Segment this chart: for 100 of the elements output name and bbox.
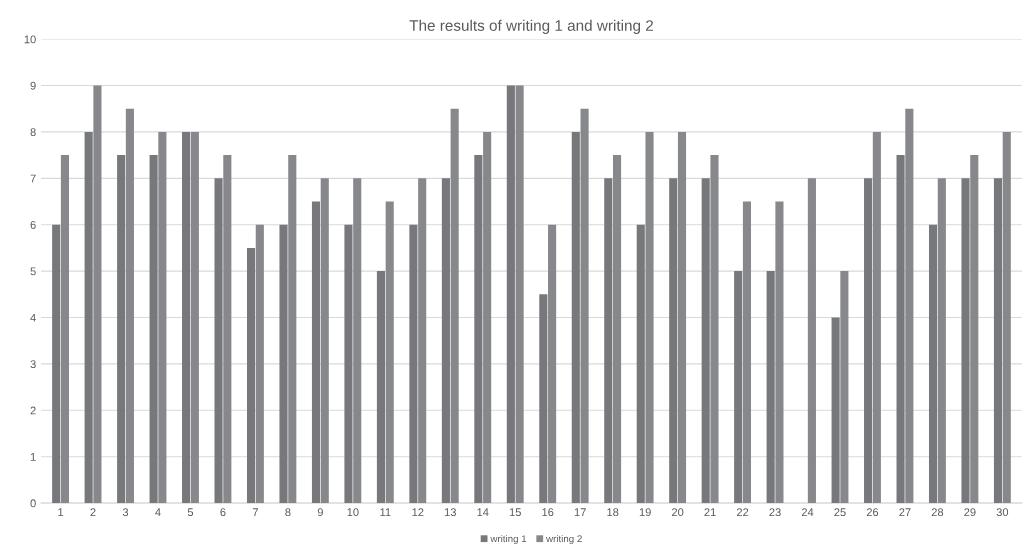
bar — [117, 155, 126, 504]
bar — [84, 131, 93, 504]
bar — [214, 178, 223, 504]
bar — [905, 108, 914, 504]
x-tick-label: 11 — [380, 508, 391, 517]
x-tick-label: 5 — [187, 508, 194, 517]
bar — [928, 224, 938, 504]
x-tick-label: 23 — [769, 508, 781, 517]
x-tick-label: 21 — [704, 508, 716, 517]
x-tick-label: 16 — [542, 508, 554, 517]
bar — [742, 201, 752, 504]
bar — [766, 271, 775, 504]
bar — [571, 131, 580, 504]
bar — [320, 178, 329, 504]
x-tick-label: 28 — [931, 508, 944, 517]
x-tick-label: 19 — [639, 508, 651, 517]
bar — [385, 201, 394, 504]
y-tick-label: 6 — [30, 220, 36, 229]
bar — [409, 224, 418, 504]
chart-title: The results of writing 1 and writing 2 — [409, 19, 653, 34]
bar — [450, 108, 459, 504]
bar — [52, 224, 61, 504]
bar — [548, 224, 557, 504]
y-tick-label: 3 — [30, 360, 36, 369]
bar — [353, 178, 362, 504]
x-tick-label: 12 — [412, 508, 424, 517]
y-tick-label: 0 — [30, 499, 36, 508]
bar — [734, 271, 743, 504]
x-tick-label: 4 — [155, 508, 161, 517]
bar — [864, 178, 873, 504]
bar — [311, 201, 321, 504]
x-tick-label: 25 — [834, 508, 846, 517]
bar — [190, 131, 199, 504]
bar — [669, 178, 678, 504]
bar — [701, 178, 710, 504]
y-tick-label: 4 — [30, 313, 36, 322]
y-tick-label: 10 — [24, 35, 36, 44]
x-tick-label: 9 — [317, 508, 323, 517]
bar — [474, 155, 483, 504]
bar — [896, 155, 905, 504]
legend-label: writing 2 — [546, 535, 582, 545]
x-tick-label: 17 — [574, 508, 586, 517]
x-tick-label: 27 — [899, 508, 911, 517]
x-tick-label: 6 — [220, 508, 226, 517]
bar — [993, 178, 1003, 504]
bar — [970, 155, 979, 504]
y-tick-label: 9 — [30, 81, 36, 90]
x-tick-label: 18 — [607, 508, 619, 517]
bar — [506, 85, 515, 504]
x-tick-label: 24 — [801, 508, 814, 517]
bar — [376, 271, 385, 504]
x-tick-label: 20 — [672, 508, 684, 517]
x-tick-label: 3 — [122, 508, 129, 517]
bar — [182, 131, 191, 504]
bar — [483, 131, 492, 504]
x-tick-label: 29 — [964, 508, 976, 517]
y-tick-label: 8 — [30, 128, 36, 137]
x-tick-label: 13 — [444, 508, 456, 517]
bar — [441, 178, 450, 504]
legend-label: writing 1 — [490, 535, 527, 545]
bar — [831, 317, 840, 504]
bar — [246, 247, 256, 504]
x-tick-label: 15 — [509, 508, 521, 517]
bar — [125, 108, 134, 504]
x-tick-label: 7 — [252, 508, 258, 517]
bar — [149, 155, 158, 504]
bar — [677, 131, 687, 504]
bar — [93, 85, 102, 504]
bar — [937, 178, 946, 504]
bar — [604, 178, 613, 504]
bar — [223, 155, 232, 504]
bar — [961, 178, 970, 504]
bar — [807, 178, 816, 504]
x-tick-label: 14 — [477, 508, 489, 517]
bar — [775, 201, 784, 504]
bar — [645, 131, 654, 504]
x-tick-label: 30 — [996, 508, 1009, 517]
x-tick-label: 10 — [347, 508, 359, 517]
bar — [636, 224, 645, 504]
bar — [255, 224, 264, 504]
y-tick-label: 2 — [30, 406, 36, 415]
x-tick-label: 2 — [90, 508, 96, 517]
bar — [710, 155, 719, 504]
y-tick-label: 7 — [30, 174, 36, 183]
bar — [279, 224, 288, 504]
x-tick-label: 26 — [866, 508, 879, 517]
bar — [418, 178, 427, 504]
bar — [344, 224, 353, 504]
bar — [288, 155, 297, 504]
y-tick-label: 1 — [30, 453, 36, 461]
bar — [612, 155, 622, 504]
bar — [60, 155, 70, 504]
bar — [872, 131, 881, 504]
x-tick-label: 8 — [285, 508, 291, 517]
bar — [158, 131, 167, 504]
bar — [580, 108, 589, 504]
bar — [515, 85, 524, 504]
x-tick-label: 22 — [736, 508, 749, 517]
x-tick-label: 1 — [58, 508, 64, 517]
bar — [539, 294, 548, 504]
